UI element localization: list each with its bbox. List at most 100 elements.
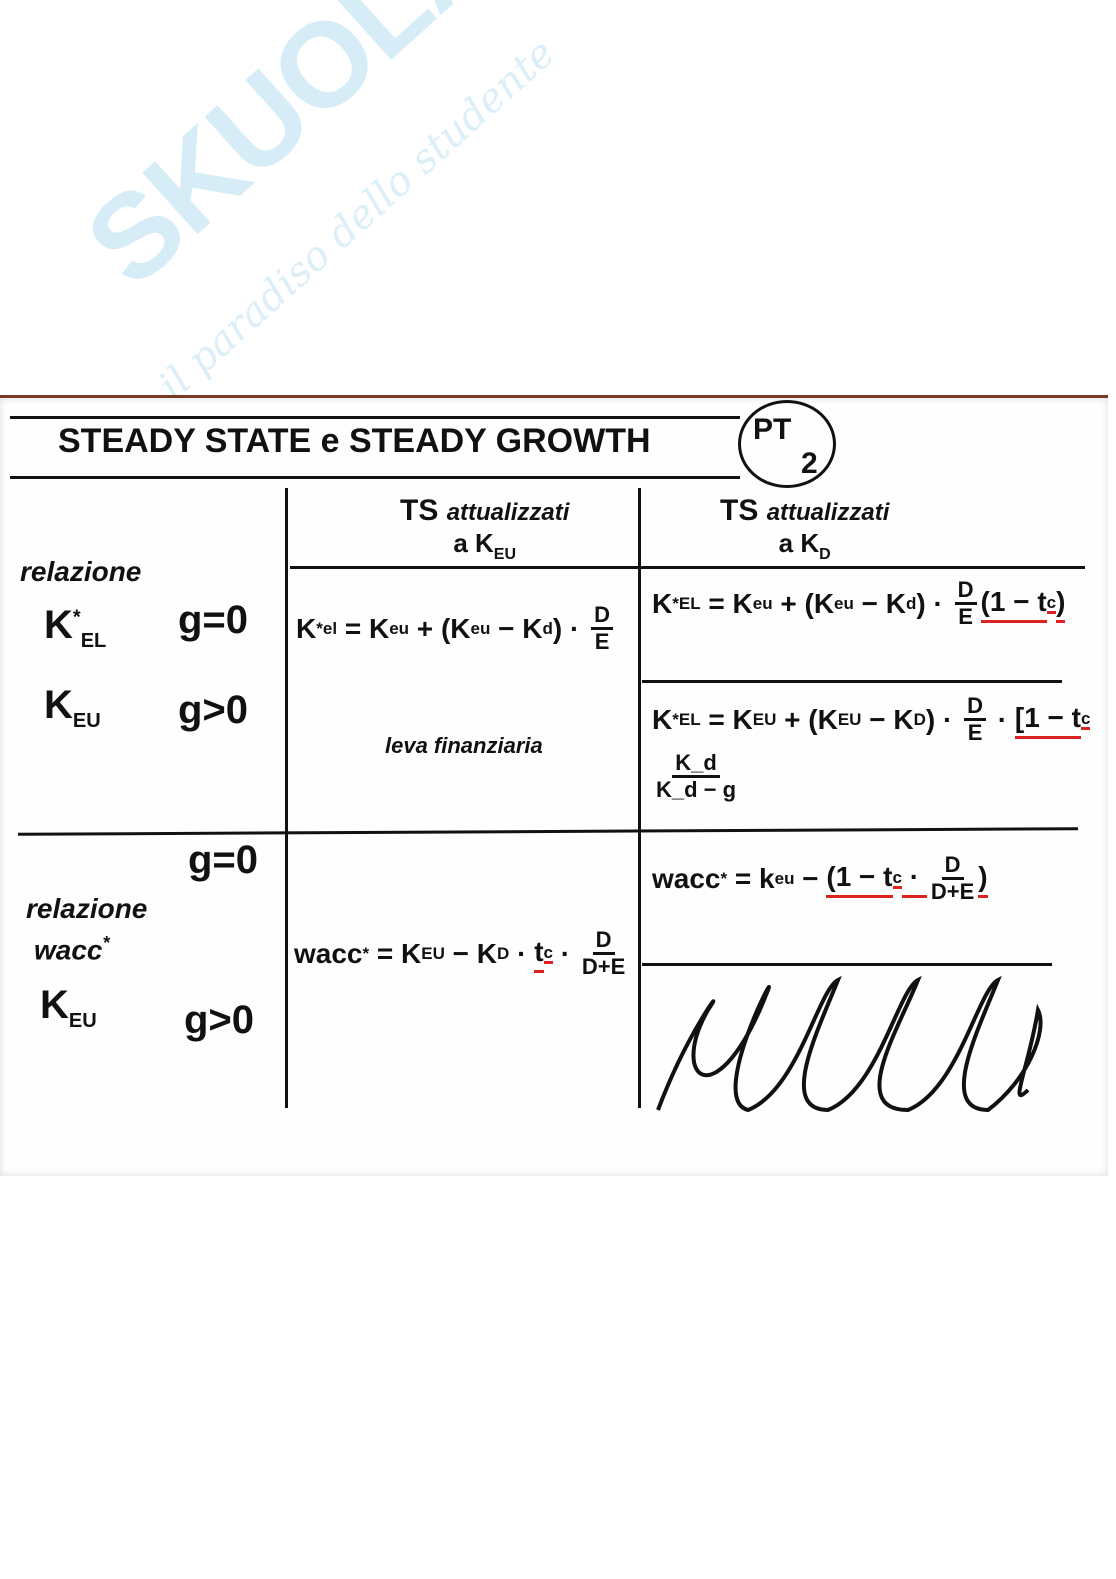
- header-rule: [290, 566, 1085, 569]
- formula-subscript: eu: [470, 619, 491, 638]
- formula-subscript: EL: [678, 594, 701, 613]
- formula-term: K: [652, 703, 673, 735]
- formula-term: wacc: [294, 937, 363, 969]
- formula-term: = K: [700, 587, 753, 619]
- leva-finanziaria-note: leva finanziaria: [385, 733, 543, 758]
- formula-underlined-subscript: c: [543, 942, 553, 964]
- formula-term: − K: [490, 612, 543, 644]
- fraction: D D+E: [931, 853, 974, 904]
- fraction-numerator: D: [964, 694, 986, 721]
- formula-term: + (K: [409, 612, 471, 644]
- formula-subscript: d: [542, 619, 553, 638]
- row1-cond-gpos: g>0: [178, 688, 249, 732]
- badge-main: PT: [753, 413, 792, 446]
- fraction-denominator: E: [967, 720, 983, 745]
- column-header-ts-keu: TS attualizzati a KEU: [400, 496, 569, 570]
- row2-cond-gpos: g>0: [184, 998, 255, 1042]
- header-a-k: a K: [778, 528, 820, 558]
- formula-subscript: EU: [837, 710, 862, 729]
- formula-term: K: [652, 587, 673, 619]
- header-ts: TS: [400, 494, 439, 527]
- formula-underlined-term: ·: [901, 859, 927, 898]
- formula-subscript: EU: [752, 710, 777, 729]
- fraction-numerator: D: [592, 928, 615, 955]
- formula-superscript: *: [672, 594, 679, 613]
- formula-underlined-term: ): [978, 859, 988, 898]
- formula-underlined-term: (1 − t: [826, 859, 893, 898]
- formula-underlined-term: t: [534, 934, 544, 973]
- fraction-numerator: D: [591, 603, 613, 630]
- formula-subscript: D: [913, 710, 926, 729]
- fraction-denominator: E: [594, 629, 610, 654]
- row-divider: [17, 827, 1079, 836]
- header-attualizzati: attualizzati: [766, 499, 890, 526]
- formula-term: = k: [727, 862, 775, 894]
- formula-term: ) ·: [916, 587, 951, 619]
- fraction-denominator: E: [958, 604, 973, 629]
- formula-superscript: *: [720, 869, 728, 888]
- row2-label: relazione: [26, 893, 148, 924]
- watermark-logo: SKUOLA.net: [60, 0, 681, 313]
- header-attualizzati: attualizzati: [446, 499, 570, 526]
- formula-term: wacc: [652, 862, 721, 894]
- fraction: K_d K_d − g: [656, 751, 736, 802]
- header-ts: TS: [720, 494, 759, 527]
- part-badge: PT 2: [738, 400, 836, 488]
- row1-split-rule: [642, 680, 1062, 683]
- formula-term: K: [296, 612, 317, 644]
- formula-underlined-subscript: c: [1081, 708, 1091, 730]
- formula-underlined-term: ): [1056, 584, 1066, 623]
- fraction-numerator: K_d: [672, 751, 720, 778]
- row1-sym2: KEU: [44, 683, 101, 732]
- fraction: D D+E: [582, 928, 625, 979]
- formula-term: −: [794, 862, 827, 894]
- header-sub: EU: [493, 546, 517, 563]
- formula-term: = K: [700, 703, 753, 735]
- formula-superscript: *: [362, 944, 370, 963]
- fraction-denominator: D+E: [930, 879, 975, 904]
- formula-term: = K: [337, 612, 390, 644]
- formula-term: ·: [509, 937, 535, 969]
- formula-subscript: eu: [752, 594, 773, 613]
- title-bottom-rule: [10, 476, 740, 479]
- formula-term: ) ·: [925, 703, 961, 735]
- formula-term: ·: [553, 937, 578, 969]
- fraction-numerator: D: [954, 578, 977, 605]
- formula-subscript: D: [497, 944, 510, 963]
- formula-term: + (K: [776, 703, 838, 735]
- column-divider-2: [638, 488, 641, 1108]
- handwritten-sheet: STEADY STATE e STEADY GROWTH PT 2 TS att…: [0, 395, 1108, 1176]
- formula-term: + (K: [772, 587, 835, 619]
- row2-split-rule: [642, 963, 1052, 966]
- formula-subscript: EU: [421, 944, 445, 963]
- badge-sub: 2: [801, 447, 818, 480]
- formula-subscript: EL: [678, 710, 701, 729]
- hatched-empty-cell: [656, 975, 1043, 1113]
- formula-underlined-term: [1 − t: [1014, 700, 1082, 739]
- row2-label2: wacc*: [34, 933, 110, 966]
- formula-underlined-term: (1 − t: [980, 584, 1047, 623]
- formula-superscript: *: [672, 710, 679, 729]
- row2-sym2: KEU: [40, 983, 97, 1032]
- formula-term: ) ·: [552, 612, 588, 644]
- formula-term: ·: [989, 703, 1015, 735]
- formula-term: = K: [369, 937, 422, 969]
- formula-underlined-subscript: c: [1046, 592, 1057, 614]
- formula-subscript: eu: [389, 619, 410, 638]
- header-sub: D: [819, 546, 831, 563]
- page-title: STEADY STATE e STEADY GROWTH: [58, 422, 651, 460]
- formula-term: − K: [861, 703, 914, 735]
- formula-superscript: *: [316, 619, 323, 638]
- row2-cond-g0: g=0: [188, 838, 259, 882]
- fraction-denominator: K_d − g: [656, 777, 737, 802]
- row1-label: relazione: [20, 556, 142, 587]
- title-top-rule: [10, 416, 740, 419]
- column-divider-1: [285, 488, 288, 1108]
- formula-term: − K: [853, 587, 907, 619]
